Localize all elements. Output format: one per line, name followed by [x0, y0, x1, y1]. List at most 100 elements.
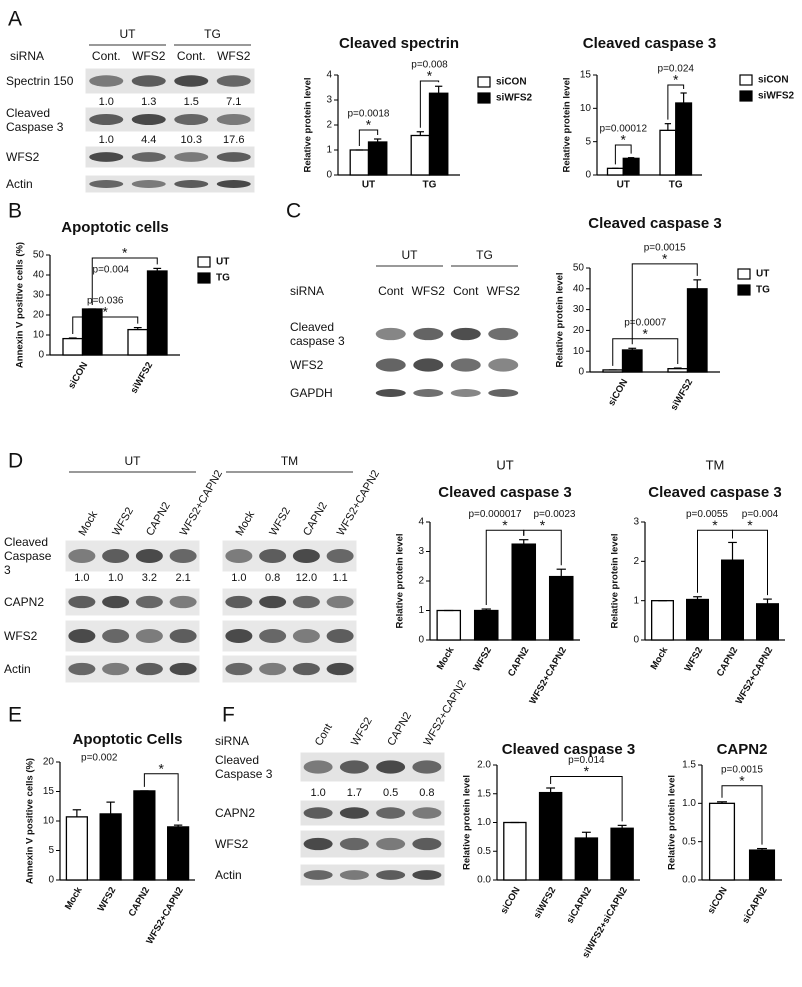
- legend-swatch: [197, 272, 211, 284]
- blot-strip: [372, 384, 522, 402]
- bar: [621, 349, 643, 373]
- blot-band: [376, 837, 406, 851]
- blot-band: [412, 837, 442, 851]
- error-bar: [72, 809, 82, 817]
- significance-star: *: [366, 117, 372, 133]
- blot-band: [225, 548, 253, 564]
- bar: [436, 609, 462, 641]
- y-tick-label: 1.5: [477, 788, 491, 799]
- lane-label: CAPN2: [144, 500, 173, 538]
- significance-star: *: [747, 517, 753, 533]
- y-tick-label: 5: [585, 136, 591, 147]
- blot-band: [412, 870, 442, 880]
- significance-bracket: [612, 338, 679, 366]
- lane-label: Cont: [313, 722, 335, 748]
- lane-title: siRNA: [215, 734, 249, 748]
- y-tick-label: 1: [418, 605, 424, 616]
- y-tick-label: 10: [43, 816, 55, 827]
- y-tick-label: 0.0: [477, 875, 491, 886]
- blot-band: [174, 75, 209, 87]
- legend-swatch: [737, 268, 751, 280]
- blot-band: [376, 870, 406, 880]
- lane-label: WFS2+CAPN2: [335, 468, 382, 538]
- p-value: p=0.004: [93, 265, 130, 276]
- bar: [167, 826, 190, 881]
- chart-title: Cleaved spectrin: [339, 35, 459, 52]
- blot-band: [225, 628, 253, 644]
- error-bar: [693, 596, 702, 600]
- blot-band: [216, 180, 251, 188]
- x-tick-label: UT: [362, 180, 375, 191]
- blot-band: [68, 628, 96, 644]
- quant-value: 4.4: [141, 134, 156, 146]
- blot-band: [450, 358, 481, 372]
- y-tick-label: 40: [33, 270, 45, 281]
- group-label: TM: [281, 454, 298, 468]
- lane-label: WFS2: [267, 505, 293, 537]
- y-axis-label: Relative protein level: [667, 775, 678, 870]
- significance-bracket: [631, 263, 698, 345]
- x-tick-label: UT: [617, 180, 630, 191]
- chart-title: Cleaved caspase 3: [438, 484, 571, 501]
- blot-band: [225, 662, 253, 676]
- significance-star: *: [621, 132, 627, 148]
- legend-label: siCON: [496, 77, 527, 88]
- error-bar: [627, 157, 635, 159]
- bar: [133, 790, 156, 881]
- blot-band: [292, 548, 320, 564]
- y-axis-label: Relative protein level: [395, 533, 406, 628]
- error-bar: [133, 327, 142, 330]
- significance-bracket: [732, 529, 768, 596]
- lane-label: WFS2: [412, 284, 446, 298]
- blot-band: [326, 662, 354, 676]
- blot-band: [259, 595, 287, 609]
- bar: [62, 337, 84, 356]
- row-label: CAPN2: [215, 806, 256, 820]
- group-label: TG: [204, 27, 221, 41]
- blot-strip: [84, 145, 256, 169]
- lane-label: Cont: [378, 284, 404, 298]
- y-tick-label: 2: [326, 120, 332, 131]
- row-label: Actin: [6, 177, 33, 191]
- row-label: GAPDH: [290, 386, 333, 400]
- lane-label: Cont: [453, 284, 479, 298]
- panel-letter: B: [8, 200, 22, 223]
- p-value: p=0.000017: [468, 509, 522, 520]
- y-tick-label: 10: [33, 330, 45, 341]
- panel-letter: E: [8, 704, 22, 727]
- blot-band: [225, 595, 253, 609]
- y-tick-label: 4: [326, 70, 332, 81]
- quant-value: 3.2: [142, 572, 157, 584]
- y-tick-label: 20: [43, 757, 55, 768]
- x-tick-label: siCON: [706, 885, 730, 916]
- y-tick-label: 50: [573, 263, 585, 274]
- quant-value: 10.3: [181, 134, 202, 146]
- p-value: p=0.00012: [599, 124, 647, 135]
- error-bar: [373, 138, 382, 142]
- bar: [622, 157, 640, 176]
- blot-band: [339, 837, 369, 851]
- blot-band: [326, 595, 354, 609]
- blot-band: [131, 75, 166, 87]
- bar: [708, 802, 736, 881]
- y-tick-label: 0: [585, 170, 591, 181]
- significance-bracket: [358, 129, 379, 146]
- error-bar: [153, 267, 162, 271]
- x-tick-label: WFS2: [96, 885, 119, 913]
- blot-band: [259, 548, 287, 564]
- quant-value: 0.8: [419, 787, 434, 799]
- blot-band: [216, 152, 251, 162]
- blot-band: [135, 548, 163, 564]
- error-bar: [481, 608, 491, 611]
- bar: [146, 270, 168, 356]
- bar: [99, 813, 122, 881]
- legend-swatch: [739, 74, 753, 86]
- quant-value: 1.0: [231, 572, 246, 584]
- blot-band: [216, 114, 251, 125]
- quant-value: 1.0: [74, 572, 89, 584]
- error-bar: [757, 847, 767, 851]
- row-label: Actin: [4, 662, 31, 676]
- x-tick-label: Mock: [63, 885, 85, 912]
